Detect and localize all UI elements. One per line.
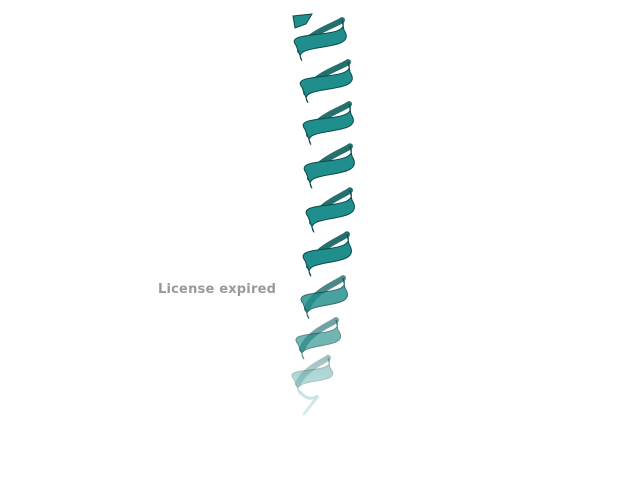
- license-expired-watermark: License expired: [158, 282, 277, 297]
- helix-start-stub: [292, 13, 313, 29]
- helix-front-strand: [305, 189, 355, 233]
- helix-front-strand: [303, 145, 355, 189]
- helix-front-strand: [299, 61, 353, 104]
- depth-fog-overlay: [270, 250, 370, 430]
- helix-front-strand: [302, 103, 354, 146]
- helix-front-strand: [293, 19, 347, 62]
